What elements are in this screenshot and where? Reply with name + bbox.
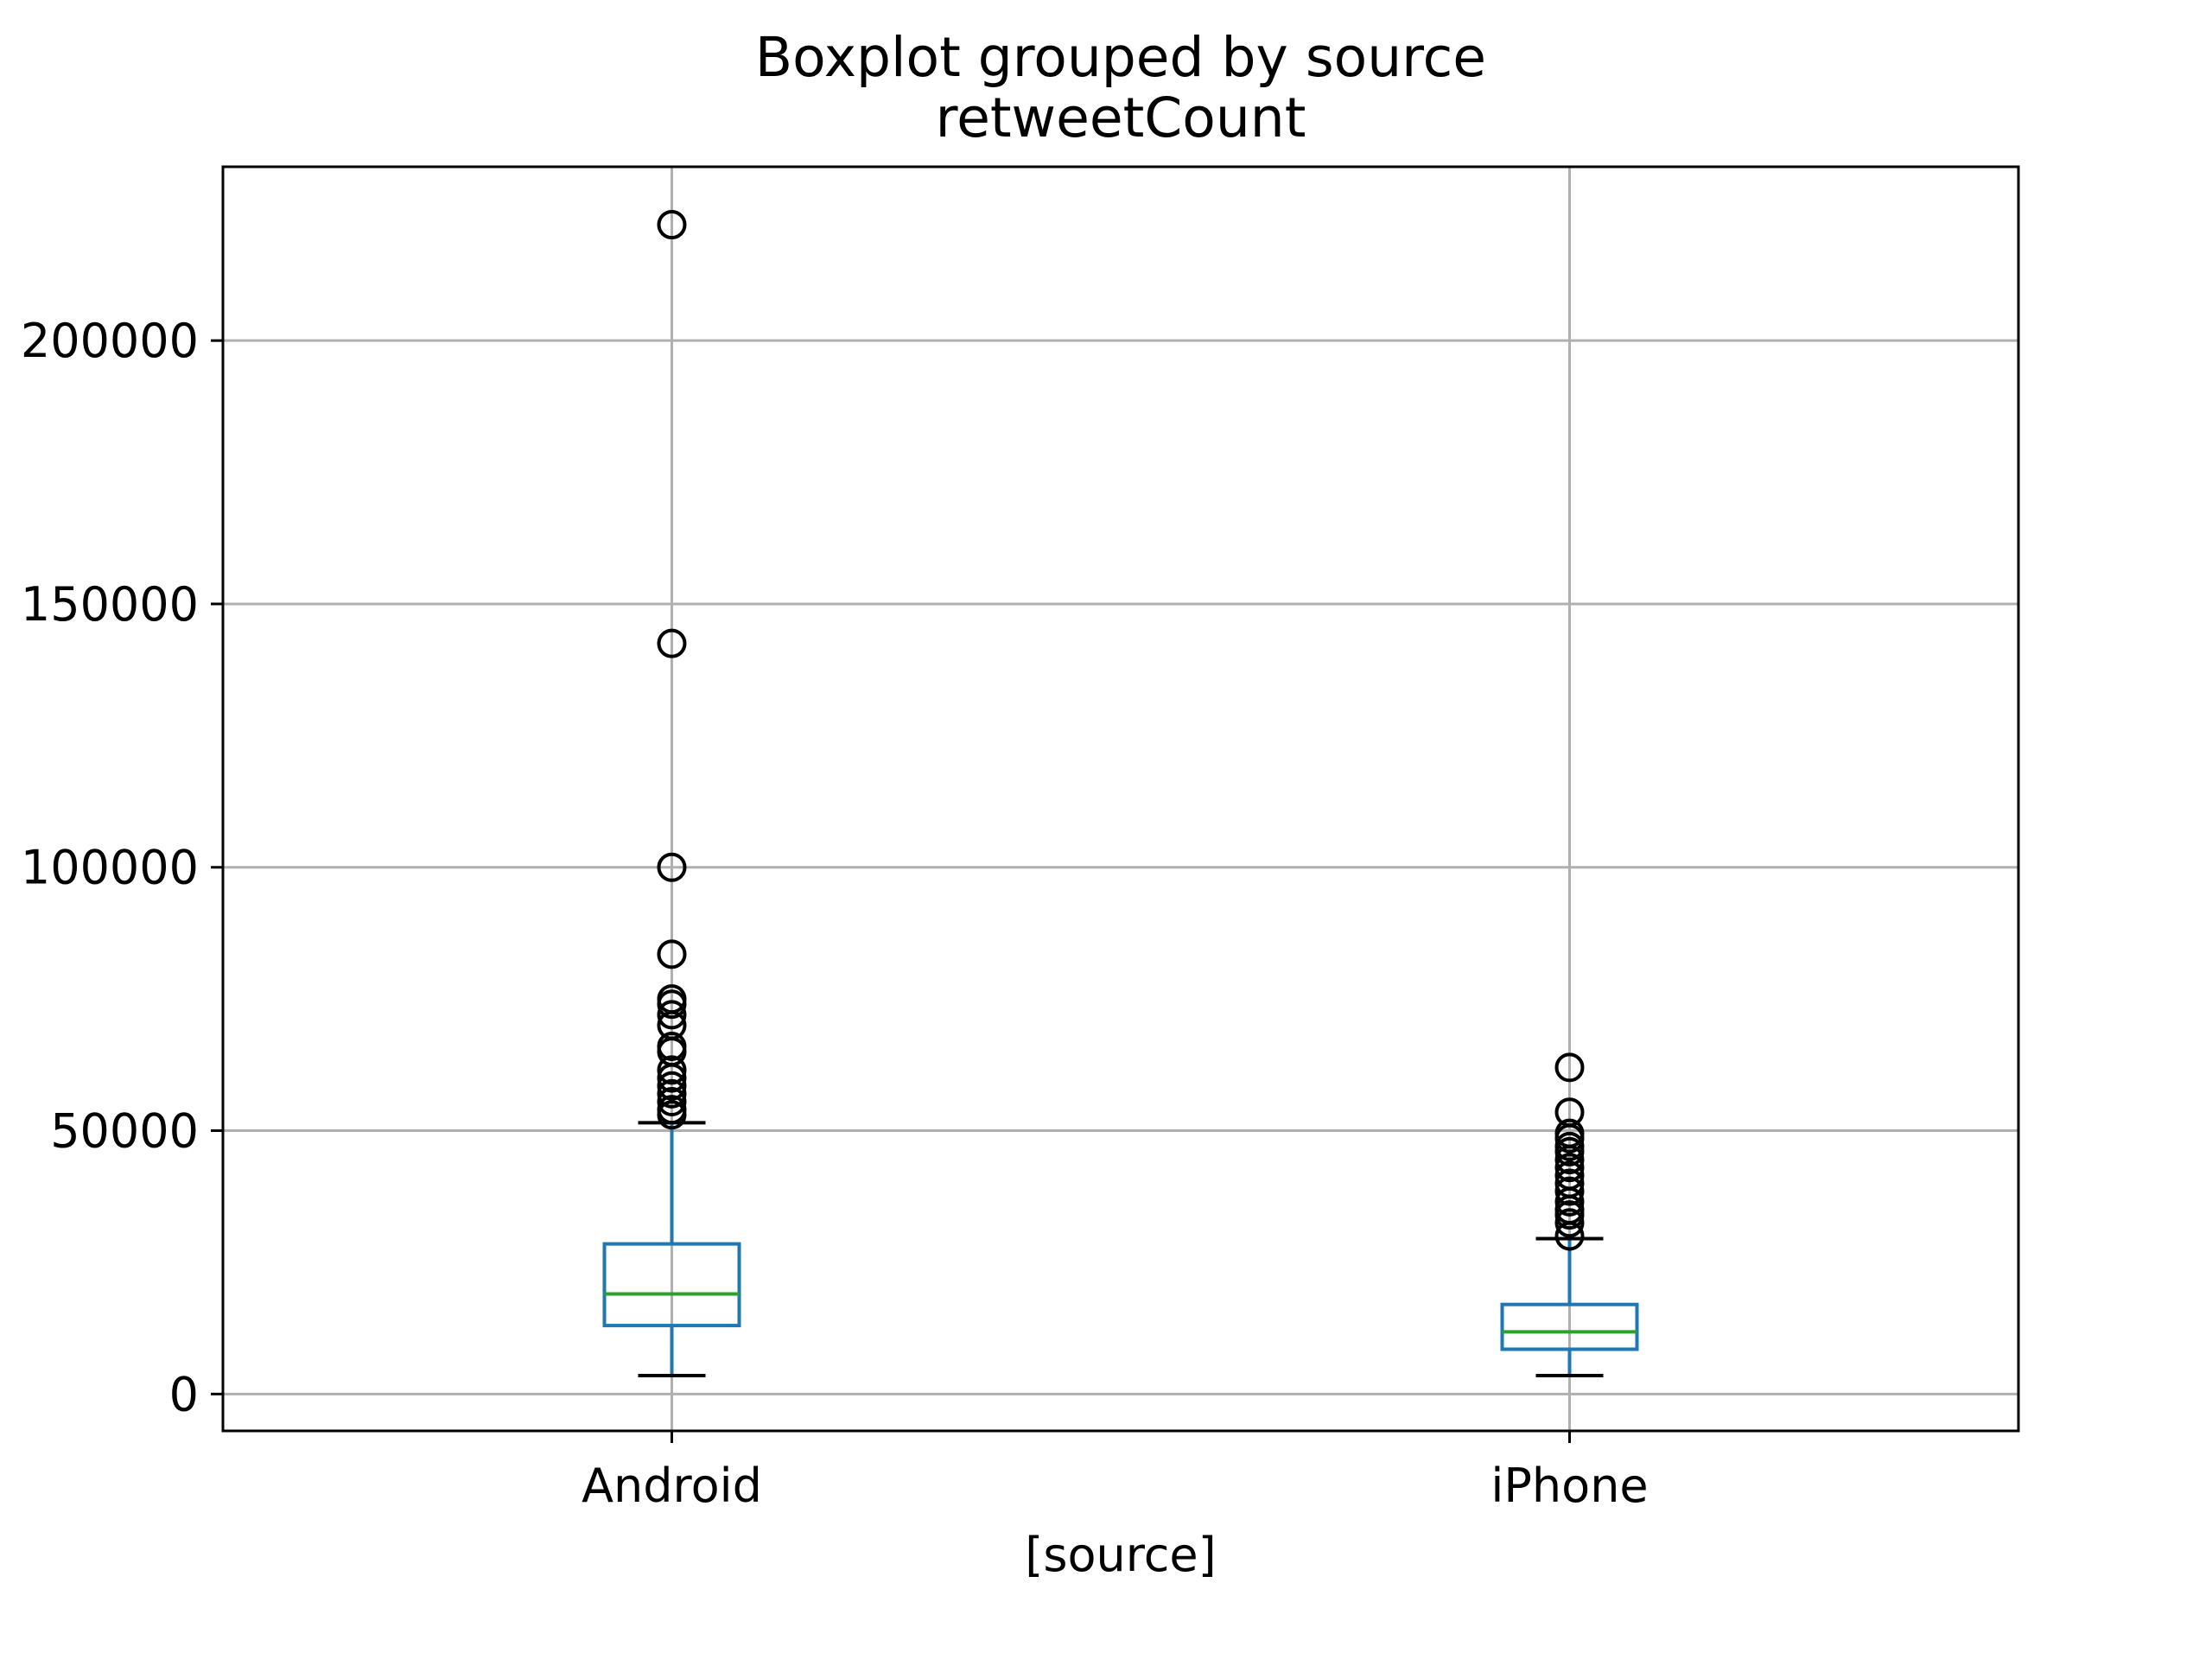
iphone-box	[1500, 1302, 1639, 1351]
boxes	[602, 210, 1639, 1377]
android-outlier	[657, 989, 687, 1020]
y-tick-label: 0	[169, 1367, 199, 1421]
android-outlier	[657, 210, 687, 240]
android-outlier	[657, 1071, 687, 1101]
iphone-outlier	[1554, 1123, 1585, 1154]
android-outlier	[657, 1000, 687, 1030]
iphone-outlier	[1554, 1186, 1585, 1217]
grid-lines	[223, 167, 2018, 1431]
y-tick-label: 200000	[21, 314, 199, 368]
android-outlier	[657, 1087, 687, 1117]
ticks: 0 50000 100000 150000 200000 Android iPhone	[21, 314, 1649, 1513]
iphone-outlier	[1554, 1145, 1585, 1175]
iphone-outlier	[1554, 1153, 1585, 1183]
y-tick-label: 50000	[50, 1104, 199, 1159]
android-outlier	[657, 1100, 687, 1130]
android-outlier	[657, 939, 687, 969]
x-tick-label-iphone: iPhone	[1491, 1459, 1648, 1513]
iphone-outlier	[1554, 1176, 1585, 1206]
iphone-outlier	[1554, 1208, 1585, 1238]
iphone-outlier	[1554, 1136, 1585, 1166]
android-outlier	[657, 628, 687, 658]
android-box	[602, 1242, 741, 1328]
y-tick-label: 150000	[21, 577, 199, 632]
x-axis-label: [source]	[1025, 1528, 1216, 1582]
chart-subtitle: retweetCount	[936, 86, 1306, 149]
android-outlier	[657, 1078, 687, 1109]
x-tick-label-android: Android	[582, 1459, 762, 1513]
android-outlier	[657, 1063, 687, 1093]
iphone-outlier	[1554, 1221, 1585, 1251]
y-tick-label: 100000	[21, 841, 199, 895]
plot-area-frame	[221, 165, 2020, 1433]
chart-title: Boxplot grouped by source	[755, 26, 1486, 89]
iphone-outlier	[1554, 1052, 1585, 1083]
android-outlier	[657, 852, 687, 882]
iphone-outlier	[1554, 1200, 1585, 1230]
android-outlier	[657, 1055, 687, 1085]
